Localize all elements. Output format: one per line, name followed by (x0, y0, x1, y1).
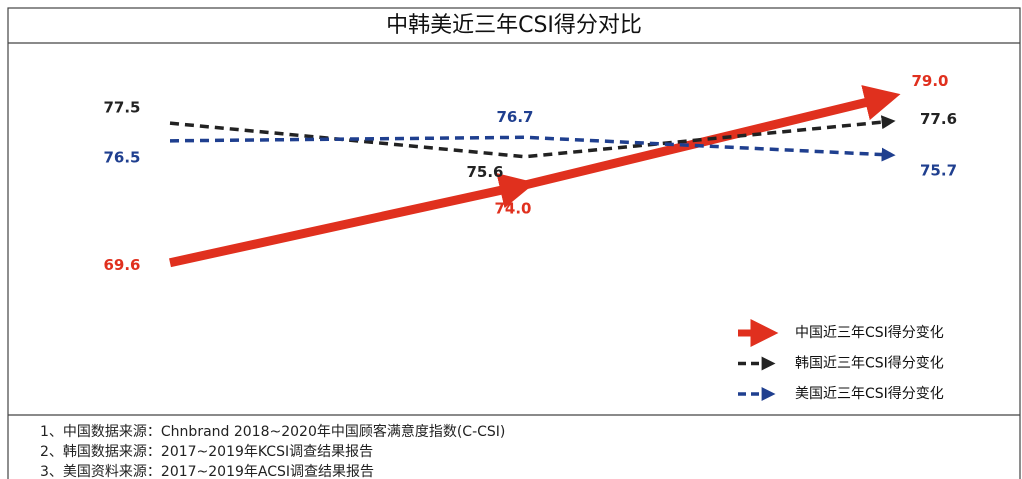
frame (7, 7, 1021, 479)
footnote: 2、韩国数据来源：2017~2019年KCSI调查结果报告 (40, 444, 373, 460)
value-label: 77.5 (103, 99, 140, 117)
value-label: 75.6 (466, 163, 503, 181)
value-label: 76.5 (103, 148, 140, 166)
chart-title: 中韩美近三年CSI得分对比 (386, 13, 642, 38)
legend-label: 美国近三年CSI得分变化 (795, 385, 944, 402)
series-line (169, 85, 901, 268)
footnote: 1、中国数据来源：Chnbrand 2018~2020年中国顾客满意度指数(C-… (40, 423, 505, 440)
value-label: 79.0 (911, 72, 948, 90)
value-label: 76.7 (496, 108, 533, 126)
value-label: 74.0 (494, 200, 531, 218)
value-label: 77.6 (920, 110, 957, 128)
value-label: 75.7 (920, 161, 957, 179)
legend-label: 中国近三年CSI得分变化 (795, 324, 944, 341)
value-label: 69.6 (103, 256, 140, 274)
footnote: 3、美国资料来源：2017~2019年ACSI调查结果报告 (40, 464, 374, 479)
legend-label: 韩国近三年CSI得分变化 (795, 355, 944, 372)
series-line (169, 135, 896, 162)
series-line (169, 115, 896, 159)
